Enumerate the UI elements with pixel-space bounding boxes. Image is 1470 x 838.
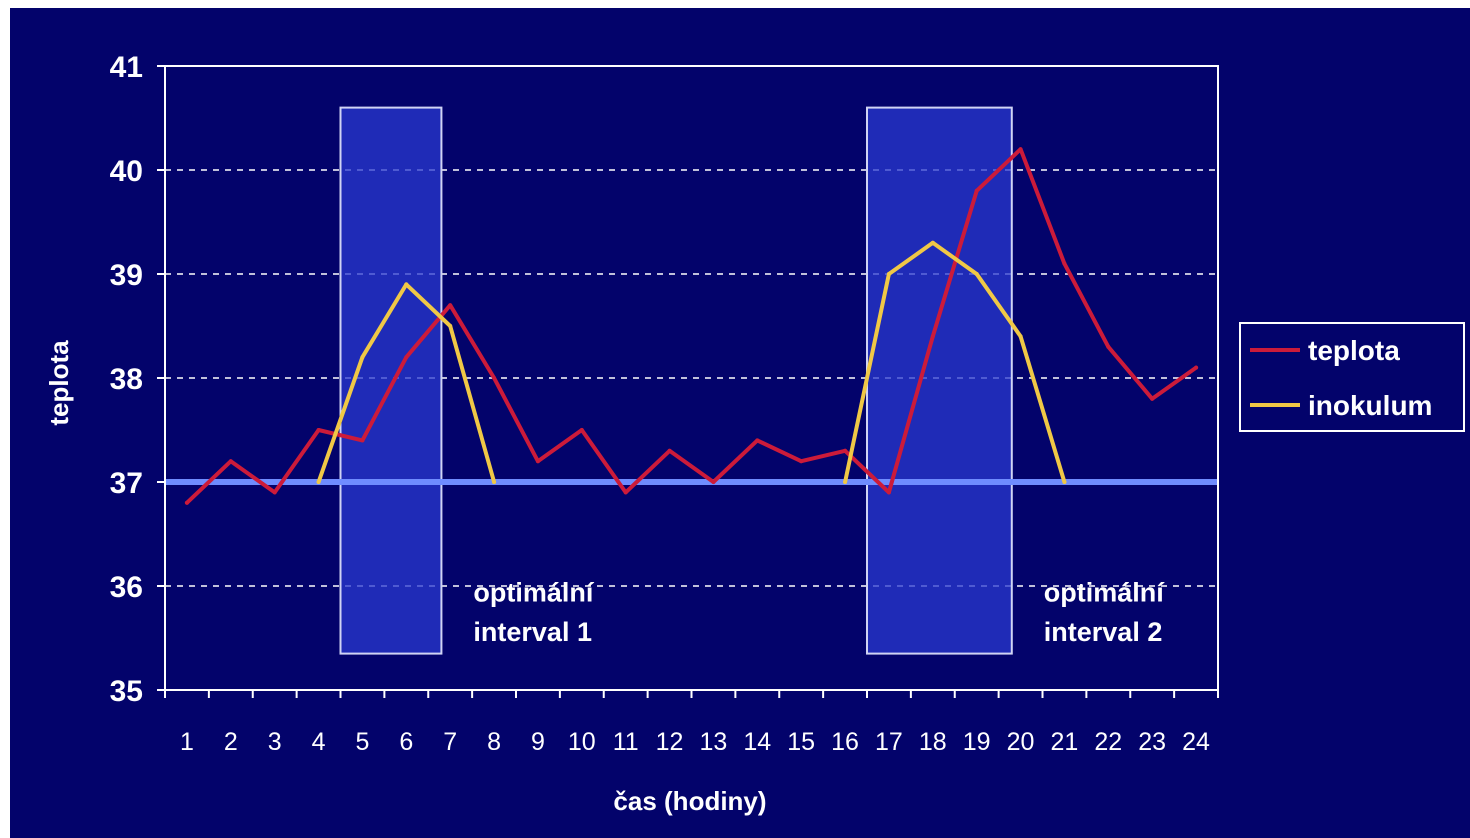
x-tick-label-14: 14 xyxy=(743,728,771,756)
interval-label-1-line2: interval 1 xyxy=(473,617,592,647)
point-teplota-7 xyxy=(448,303,453,308)
point-inokulum-21 xyxy=(1062,480,1067,484)
point-teplota-10 xyxy=(579,428,584,432)
legend-box xyxy=(1239,322,1465,432)
y-tick-label-35: 35 xyxy=(110,675,143,708)
highlight-intervals xyxy=(339,106,1013,655)
point-teplota-12 xyxy=(667,448,672,453)
chart-stage: 35 36 37 38 39 40 41 1 2 3 4 5 6 7 8 9 10 11 12 13 14 15 16 17… xyxy=(10,8,1470,838)
interval-label-1-line1: optimální xyxy=(473,578,594,608)
point-inokulum-7 xyxy=(448,324,453,328)
x-axis-title: čas (hodiny) xyxy=(613,786,766,816)
x-tick-label-22: 22 xyxy=(1094,728,1122,756)
point-inokulum-18 xyxy=(930,240,935,245)
x-tick-label-12: 12 xyxy=(656,728,684,756)
point-teplota-14 xyxy=(755,438,760,443)
point-teplota-20 xyxy=(1018,147,1023,152)
point-teplota-2 xyxy=(228,459,233,464)
point-teplota-19 xyxy=(974,188,979,193)
point-teplota-1 xyxy=(184,500,189,505)
point-teplota-24 xyxy=(1194,365,1199,370)
interval-label-2-line1: optimální xyxy=(1044,578,1165,608)
point-teplota-8 xyxy=(492,376,497,380)
series-line-teplota xyxy=(184,147,1199,505)
y-tick-label-36: 36 xyxy=(110,571,143,604)
x-tick-label-10: 10 xyxy=(568,728,596,756)
point-inokulum-6 xyxy=(404,282,409,287)
axes xyxy=(157,65,1219,698)
x-tick-label-5: 5 xyxy=(355,728,369,756)
point-inokulum-8 xyxy=(492,480,497,484)
point-teplota-5 xyxy=(360,438,365,443)
y-tick-label-38: 38 xyxy=(110,363,143,396)
point-inokulum-19 xyxy=(974,272,979,276)
point-teplota-17 xyxy=(886,490,891,495)
x-tick-label-9: 9 xyxy=(531,728,545,756)
point-teplota-22 xyxy=(1106,344,1111,349)
point-teplota-11 xyxy=(623,490,628,495)
y-tick-label-41: 41 xyxy=(110,51,143,84)
point-teplota-3 xyxy=(272,490,277,495)
point-inokulum-17 xyxy=(886,272,891,276)
point-teplota-16 xyxy=(843,448,848,453)
x-tick-label-3: 3 xyxy=(268,728,282,756)
interval-label-2-line2: interval 2 xyxy=(1044,617,1163,647)
x-tick-label-23: 23 xyxy=(1138,728,1166,756)
x-tick-label-4: 4 xyxy=(312,728,326,756)
point-teplota-21 xyxy=(1062,261,1067,266)
point-teplota-9 xyxy=(535,459,540,464)
point-teplota-4 xyxy=(316,428,321,432)
point-teplota-6 xyxy=(404,355,409,360)
x-tick-label-13: 13 xyxy=(700,728,728,756)
x-tick-label-7: 7 xyxy=(443,728,457,756)
point-inokulum-5 xyxy=(360,355,365,360)
interval-box-2 xyxy=(866,106,1013,655)
x-tick-label-17: 17 xyxy=(875,728,903,756)
interval-annotations: optimální interval 1 optimální interval 2 xyxy=(473,578,1165,647)
point-inokulum-16 xyxy=(843,480,848,484)
x-tick-label-24: 24 xyxy=(1182,728,1210,756)
y-axis-title: teplota xyxy=(44,340,74,426)
point-teplota-18 xyxy=(930,334,935,339)
x-tick-label-2: 2 xyxy=(224,728,238,756)
interval-box-1 xyxy=(339,106,443,655)
legend-label-teplota: teplota xyxy=(1308,335,1400,366)
x-tick-label-8: 8 xyxy=(487,728,501,756)
legend-label-inokulum: inokulum xyxy=(1308,390,1432,421)
x-tick-labels: 1 2 3 4 5 6 7 8 9 10 11 12 13 14 15 16 17 18 19 20 21 22 23 24 xyxy=(180,728,1210,756)
point-inokulum-4 xyxy=(316,480,321,484)
x-tick-label-19: 19 xyxy=(963,728,991,756)
x-tick-label-18: 18 xyxy=(919,728,947,756)
grid xyxy=(165,169,1218,587)
y-tick-labels: 35 36 37 38 39 40 41 xyxy=(110,51,143,708)
point-teplota-23 xyxy=(1150,396,1155,401)
point-teplota-13 xyxy=(711,480,716,484)
x-tick-label-15: 15 xyxy=(787,728,815,756)
x-tick-label-11: 11 xyxy=(613,728,639,756)
y-tick-label-40: 40 xyxy=(110,155,143,188)
point-teplota-15 xyxy=(799,459,804,464)
x-tick-label-21: 21 xyxy=(1051,728,1079,756)
x-tick-label-20: 20 xyxy=(1007,728,1035,756)
legend: teplota inokulum xyxy=(1239,322,1465,432)
x-tick-label-6: 6 xyxy=(399,728,413,756)
x-tick-label-1: 1 xyxy=(180,728,194,756)
y-tick-label-37: 37 xyxy=(110,467,143,500)
point-inokulum-20 xyxy=(1018,334,1023,339)
x-tick-label-16: 16 xyxy=(831,728,859,756)
series-lines xyxy=(184,147,1199,505)
y-tick-label-39: 39 xyxy=(110,259,143,292)
